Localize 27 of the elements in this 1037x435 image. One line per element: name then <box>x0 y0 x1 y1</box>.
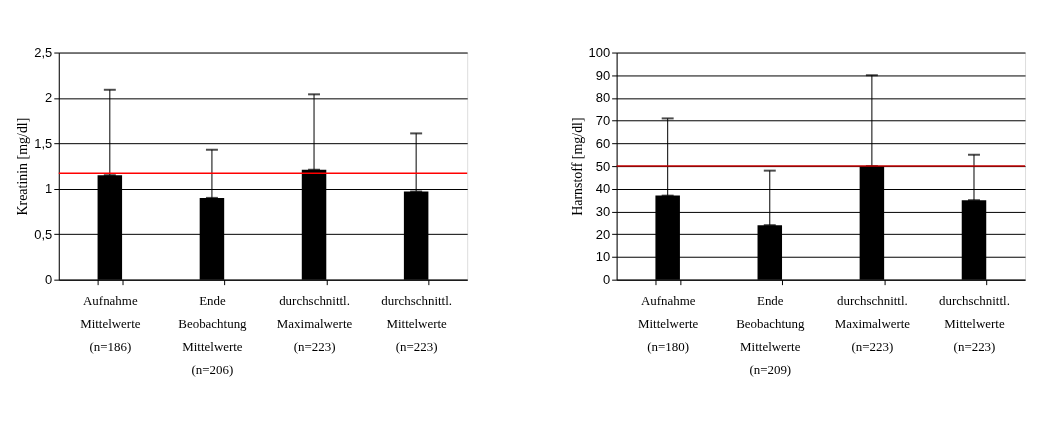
y-tick-label: 100 <box>588 45 611 61</box>
x-tick-label: durchschnittl. Mittelwerte (n=223) <box>939 293 1010 354</box>
x-tick-label: durchschnittl. Maximalwerte (n=223) <box>834 293 911 354</box>
y-tick-label: 1 <box>45 181 53 197</box>
x-tick-label: Ende Beobachtung Mittelwerte (n=209) <box>736 293 805 377</box>
y-tick-label: 2 <box>45 90 53 106</box>
y-tick-label: 10 <box>595 249 611 265</box>
y-tick-label: 0 <box>602 272 611 288</box>
y-tick-label: 30 <box>595 204 611 220</box>
y-tick-label: 40 <box>595 181 611 197</box>
y-tick-label: 50 <box>595 158 611 174</box>
x-tick-label: durchschnittl. Maximalwerte (n=223) <box>276 293 353 354</box>
y-tick-label: 60 <box>595 135 611 151</box>
y-tick-label: 70 <box>595 113 611 129</box>
y-axis-title: Kreatinin [mg/dl] <box>15 117 31 216</box>
y-tick-label: 90 <box>595 67 611 83</box>
y-axis-title: Harnstoff [mg/dl] <box>569 117 585 216</box>
y-tick-label: 2,5 <box>34 45 53 61</box>
x-tick-label: Ende Beobachtung Mittelwerte (n=206) <box>178 293 248 377</box>
y-tick-label: 80 <box>595 90 611 106</box>
x-tick-label: Aufnahme Mittelwerte (n=186) <box>80 293 141 354</box>
y-tick-label: 1,5 <box>34 135 53 151</box>
x-tick-label: durchschnittl. Mittelwerte (n=223) <box>381 293 453 354</box>
y-tick-label: 0 <box>45 272 53 288</box>
y-tick-label: 20 <box>595 226 611 242</box>
y-tick-label: 0,5 <box>34 226 53 242</box>
x-tick-label: Aufnahme Mittelwerte (n=180) <box>637 293 699 354</box>
